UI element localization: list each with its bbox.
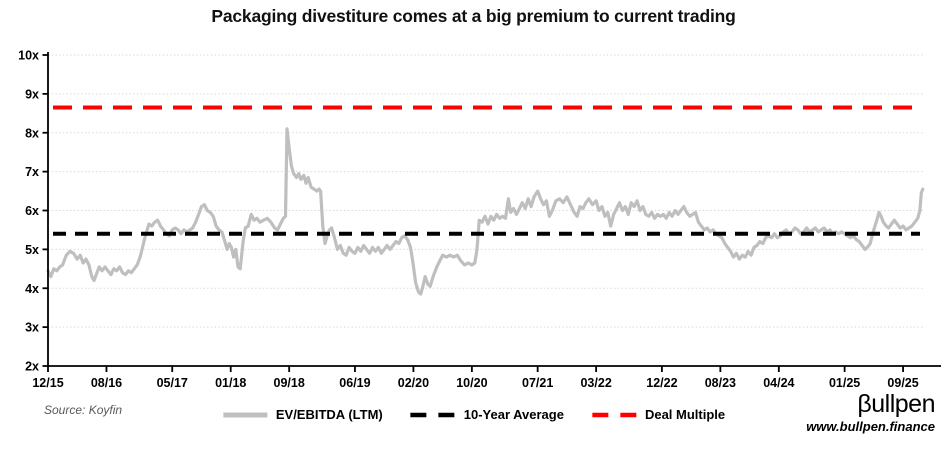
legend-item-10yr-average: 10-Year Average <box>410 407 564 422</box>
legend-label: Deal Multiple <box>644 407 726 422</box>
chart-legend: EV/EBITDA (LTM) 10-Year Average Deal Mul… <box>222 407 725 422</box>
brand-block: βullpen www.bullpen.finance <box>806 391 935 434</box>
y-tick-label: 2x <box>25 360 39 374</box>
y-tick-label: 3x <box>25 321 39 335</box>
x-tick-label: 06/19 <box>339 376 370 390</box>
x-tick-label: 02/20 <box>398 376 429 390</box>
legend-item-deal-multiple: Deal Multiple <box>591 407 725 422</box>
bullpen-logo: βullpen <box>857 390 935 418</box>
x-tick-label: 01/18 <box>215 376 246 390</box>
x-tick-label: 04/24 <box>763 376 794 390</box>
x-tick-label: 09/18 <box>274 376 305 390</box>
x-tick-label: 08/23 <box>705 376 736 390</box>
page-title: Packaging divestiture comes at a big pre… <box>211 6 736 26</box>
legend-label: EV/EBITDA (LTM) <box>275 407 383 422</box>
y-tick-label: 8x <box>25 126 39 140</box>
source-note: Source: Koyfin <box>44 403 123 417</box>
series-line-swatch <box>222 412 267 417</box>
x-tick-label: 08/16 <box>91 376 122 390</box>
x-tick-label: 01/25 <box>829 376 860 390</box>
x-tick-label: 05/17 <box>157 376 188 390</box>
y-tick-label: 9x <box>25 87 39 101</box>
y-tick-label: 4x <box>25 282 39 296</box>
average-line-swatch <box>410 412 456 417</box>
y-tick-label: 10x <box>18 49 39 63</box>
x-tick-label: 07/21 <box>522 376 553 390</box>
x-tick-label: 03/22 <box>580 376 611 390</box>
brand-website-link[interactable]: www.bullpen.finance <box>806 419 935 435</box>
x-tick-label: 12/22 <box>646 376 677 390</box>
y-tick-label: 6x <box>25 204 39 218</box>
series-line-ev-ebitda <box>46 127 925 296</box>
legend-label: 10-Year Average <box>463 407 564 422</box>
deal-line-swatch <box>591 412 637 417</box>
x-tick-label: 12/15 <box>32 376 63 390</box>
y-tick-label: 5x <box>25 243 39 257</box>
y-tick-label: 7x <box>25 165 39 179</box>
x-tick-label: 10/20 <box>456 376 487 390</box>
x-tick-label: 09/25 <box>887 376 918 390</box>
chart-svg: 10x 9x 8x 7x 6x 5x 4x 3x 2x 12/15 08/16 05/17 01/18 0… <box>18 49 941 390</box>
legend-item-ev-ebitda: EV/EBITDA (LTM) <box>222 407 383 422</box>
